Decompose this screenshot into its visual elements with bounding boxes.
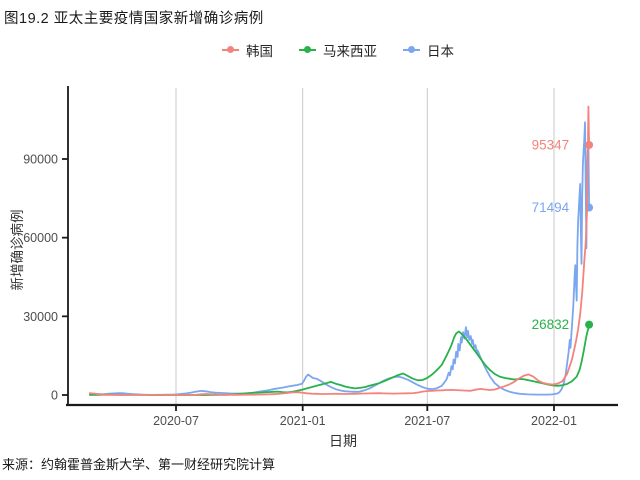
x-tick-label: 2020-07 [153, 414, 199, 428]
x-tick-label: 2022-01 [531, 414, 577, 428]
y-axis-label: 新增确诊病例 [10, 209, 25, 291]
series-end-dot-马来西亚 [585, 320, 594, 329]
series-end-label-马来西亚: 26832 [532, 317, 570, 332]
legend-item-korea: 韩国 [222, 40, 273, 60]
x-axis-label: 日期 [329, 433, 357, 449]
y-tick-label: 0 [51, 389, 58, 403]
series-end-label-韩国: 95347 [532, 137, 570, 152]
source-note: 来源：约翰霍普金斯大学、第一财经研究院计算 [2, 457, 276, 472]
series-line-日本 [89, 121, 590, 396]
y-tick-label: 60000 [23, 231, 58, 245]
legend-label: 马来西亚 [323, 44, 377, 59]
series-line-韩国 [89, 105, 590, 396]
y-tick-label: 90000 [23, 153, 58, 167]
legend-label: 日本 [427, 44, 454, 59]
legend-item-japan: 日本 [403, 40, 454, 60]
legend-key-icon [403, 45, 420, 55]
series-end-label-日本: 71494 [532, 200, 570, 215]
series-line-马来西亚 [89, 323, 590, 396]
x-tick-label: 2021-01 [280, 414, 326, 428]
legend-key-icon [222, 45, 239, 55]
legend: 韩国 马来西亚 日本 [18, 40, 640, 60]
x-tick-label: 2021-07 [404, 414, 450, 428]
y-tick-label: 30000 [23, 310, 58, 324]
legend-key-icon [299, 45, 316, 55]
legend-label: 韩国 [246, 44, 273, 59]
series-end-dot-韩国 [585, 140, 594, 149]
chart-title: 图19.2 亚太主要疫情国家新增确诊病例 [4, 11, 264, 27]
legend-item-malaysia: 马来西亚 [299, 40, 377, 60]
legend-dot-icon [408, 46, 415, 53]
legend-dot-icon [227, 46, 234, 53]
legend-dot-icon [304, 46, 311, 53]
